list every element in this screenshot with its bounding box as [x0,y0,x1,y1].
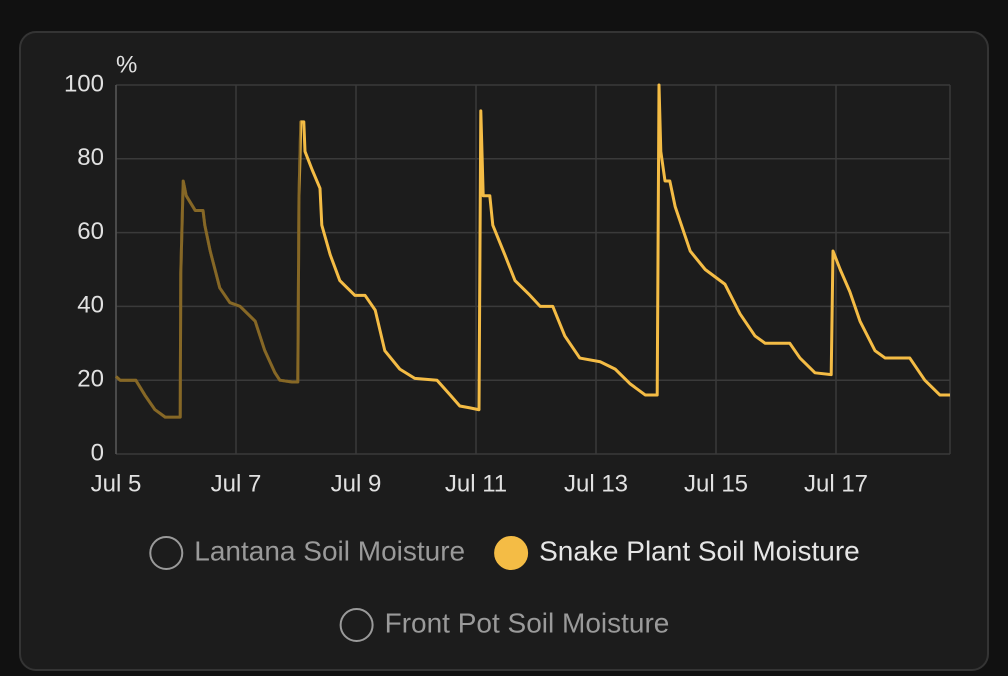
y-tick-label: 60 [77,218,104,245]
dim-overlay [114,83,950,419]
y-tick-label: 40 [77,292,104,319]
y-tick-label: 0 [91,439,104,466]
legend-item[interactable]: Lantana Soil Moisture [149,535,465,570]
unit-label: % [116,51,137,78]
legend-swatch [494,536,529,570]
legend-swatch [149,536,184,570]
x-tick-label: Jul 15 [684,470,748,497]
legend-label: Snake Plant Soil Moisture [539,535,860,566]
legend-label: Lantana Soil Moisture [194,535,465,566]
legend-label: Front Pot Soil Moisture [385,607,670,638]
x-tick-label: Jul 11 [445,470,507,497]
y-tick-label: 100 [64,70,104,97]
legend-item[interactable]: Front Pot Soil Moisture [339,607,670,642]
x-tick-label: Jul 9 [331,470,382,497]
x-tick-label: Jul 17 [804,470,868,497]
y-tick-label: 80 [77,144,104,171]
card [19,31,989,671]
y-tick-label: 20 [77,366,104,393]
legend-item[interactable]: Snake Plant Soil Moisture [494,535,860,570]
x-tick-label: Jul 5 [91,470,142,497]
x-tick-label: Jul 13 [564,470,628,497]
legend-swatch [339,608,374,642]
x-tick-label: Jul 7 [211,470,262,497]
